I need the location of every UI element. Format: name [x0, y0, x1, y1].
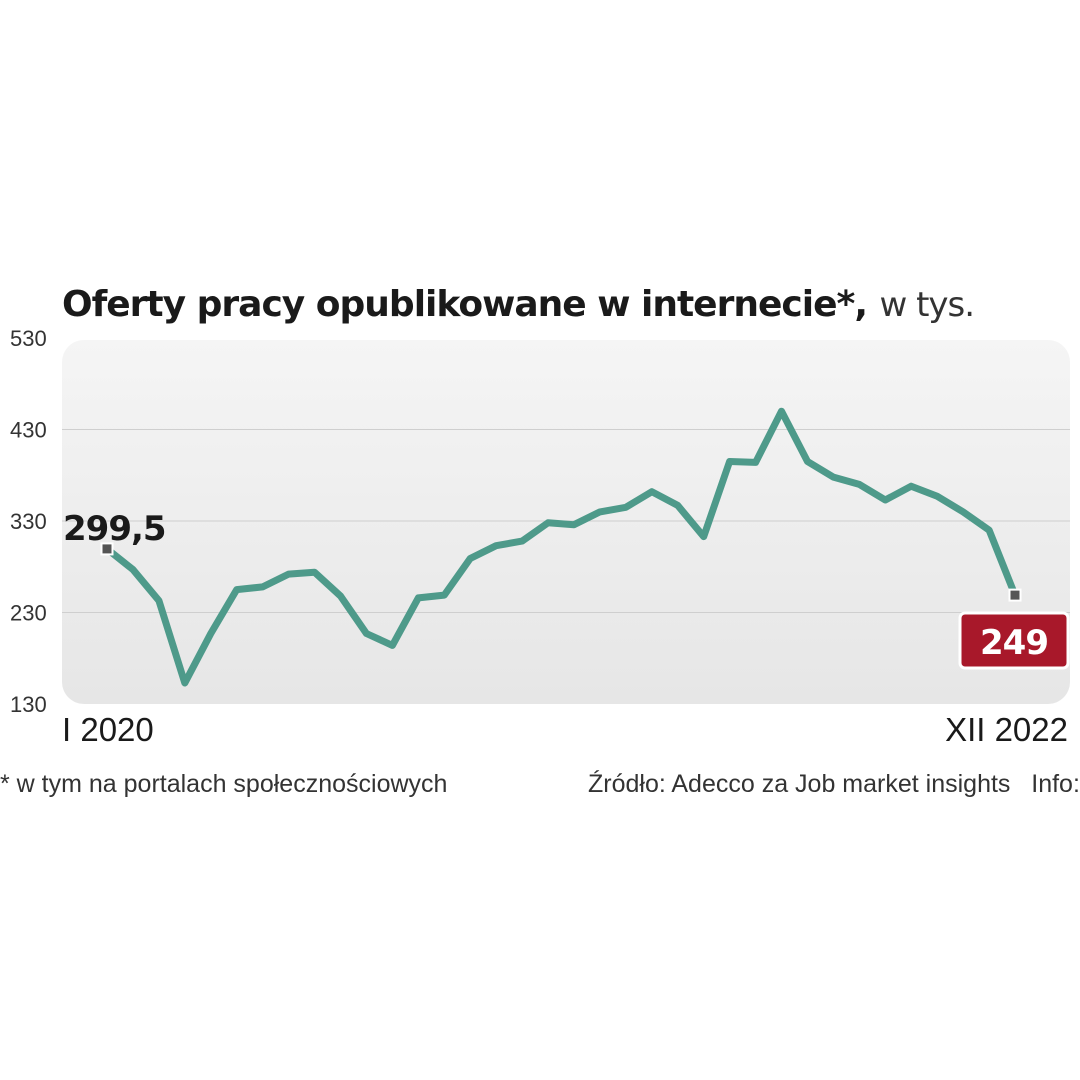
y-axis-ticks: 530 430 330 230 130 — [10, 326, 47, 717]
footnote: * w tym na portalach społecznościowych — [0, 770, 447, 798]
start-point-marker — [100, 542, 114, 556]
start-value-label: 299,5 — [63, 509, 166, 549]
y-tick-label: 530 — [10, 326, 47, 351]
x-end-label: XII 2022 — [945, 711, 1068, 748]
chart-title-unit: w tys. — [879, 285, 974, 325]
end-value-badge-bg — [958, 611, 1070, 670]
y-tick-label: 230 — [10, 601, 47, 626]
x-start-label: I 2020 — [62, 711, 154, 748]
source-note: Źródło: Adecco za Job market insights In… — [588, 769, 1080, 798]
y-tick-label: 430 — [10, 418, 47, 443]
chart-title: Oferty pracy opublikowane w internecie*,… — [62, 284, 974, 325]
y-tick-label: 330 — [10, 509, 47, 534]
y-tick-label: 130 — [10, 692, 47, 717]
end-value-label: 249 — [980, 623, 1048, 663]
chart-title-main: Oferty pracy opublikowane w internecie*, — [62, 284, 867, 325]
series-line — [103, 407, 1019, 687]
end-value-badge: 249 — [958, 611, 1070, 670]
end-point-marker — [1008, 588, 1022, 602]
